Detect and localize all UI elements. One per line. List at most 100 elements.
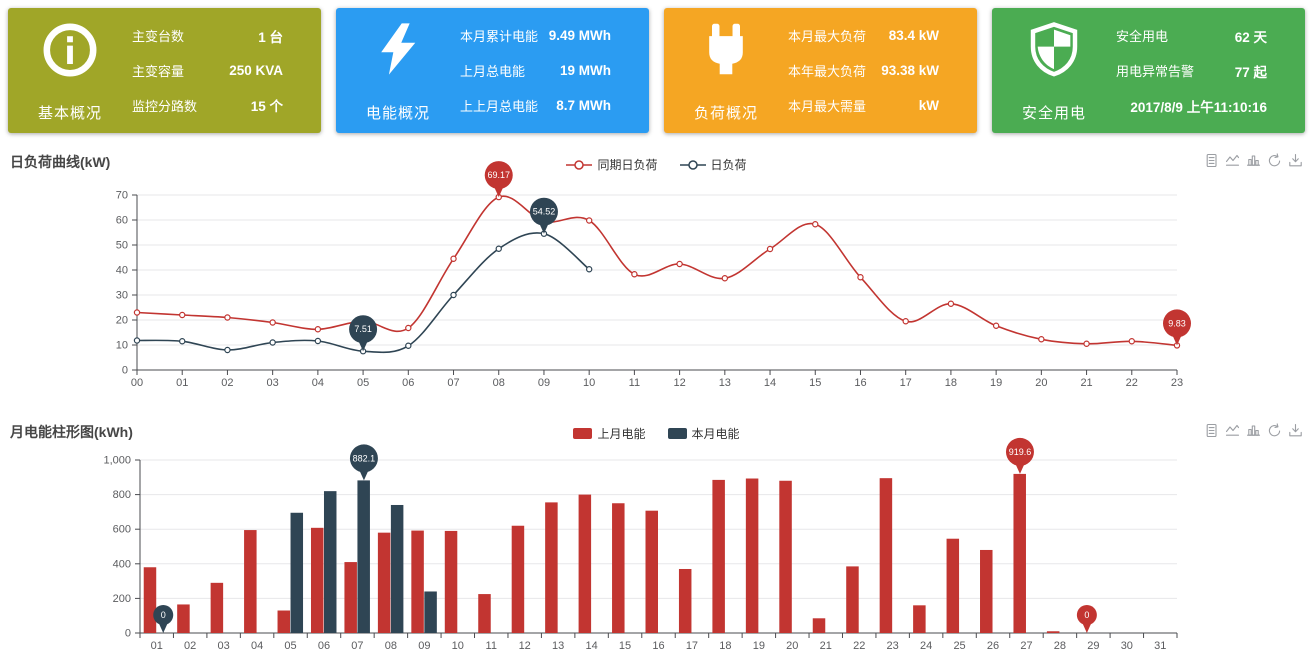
svg-text:03: 03 xyxy=(267,377,279,389)
save-image-icon[interactable] xyxy=(1288,153,1303,168)
stat-value: 83.4 kW xyxy=(888,28,939,43)
card-load-overview: 负荷概况 本月最大负荷 83.4 kW 本年最大负荷 93.38 kW 本月最大需量… xyxy=(664,8,977,133)
data-view-icon[interactable] xyxy=(1204,153,1219,168)
legend-line-marker xyxy=(566,159,593,170)
svg-text:13: 13 xyxy=(719,377,731,389)
svg-text:7.51: 7.51 xyxy=(354,324,372,334)
stat-label: 本月最大需量 xyxy=(788,99,867,114)
svg-text:50: 50 xyxy=(116,240,128,252)
bolt-icon xyxy=(370,21,426,82)
legend-label: 日负荷 xyxy=(710,158,747,172)
svg-text:22: 22 xyxy=(1126,377,1138,389)
shield-icon xyxy=(1026,21,1082,82)
svg-text:26: 26 xyxy=(987,640,999,652)
svg-text:800: 800 xyxy=(113,489,131,501)
legend-item[interactable]: 同期日负荷 xyxy=(566,156,658,173)
info-icon xyxy=(41,21,99,84)
svg-text:14: 14 xyxy=(764,377,776,389)
save-image-icon[interactable] xyxy=(1288,423,1303,438)
bar-switch-icon[interactable] xyxy=(1246,423,1261,438)
svg-text:19: 19 xyxy=(753,640,765,652)
svg-text:20: 20 xyxy=(116,315,128,327)
svg-text:16: 16 xyxy=(652,640,664,652)
restore-icon[interactable] xyxy=(1267,423,1282,438)
monthly-energy-chart-title: 月电能柱形图(kWh) xyxy=(10,424,133,440)
stat-label: 主变台数 xyxy=(132,29,185,45)
bar-series-0 xyxy=(143,473,1060,633)
svg-text:08: 08 xyxy=(385,640,397,652)
daily-load-line-chart[interactable]: 0 10 20 30 40 50 60 70 00 01 02 03 04 05 06 07 08 09 10 11 1… xyxy=(0,150,1313,405)
svg-text:08: 08 xyxy=(493,377,505,389)
svg-text:13: 13 xyxy=(552,640,564,652)
svg-text:12: 12 xyxy=(673,377,685,389)
svg-text:06: 06 xyxy=(402,377,414,389)
data-view-icon[interactable] xyxy=(1204,423,1219,438)
stat-value: 93.38 kW xyxy=(881,63,939,78)
bar-switch-icon[interactable] xyxy=(1246,153,1261,168)
svg-text:0: 0 xyxy=(125,628,131,640)
svg-text:23: 23 xyxy=(1171,377,1183,389)
svg-text:16: 16 xyxy=(854,377,866,389)
stat-label: 上上月总电能 xyxy=(460,99,539,114)
svg-text:05: 05 xyxy=(284,640,296,652)
restore-icon[interactable] xyxy=(1267,153,1282,168)
svg-text:69.17: 69.17 xyxy=(487,170,510,180)
card-basic-overview: 基本概况 主变台数 1 台 主变容量 250 KVA 监控分路数 15 个 xyxy=(8,8,321,133)
stat-value: 9.49 MWh xyxy=(548,28,611,43)
svg-text:28: 28 xyxy=(1054,640,1066,652)
svg-text:23: 23 xyxy=(887,640,899,652)
svg-text:07: 07 xyxy=(447,377,459,389)
markpoint: 0 xyxy=(1076,605,1097,633)
svg-text:12: 12 xyxy=(519,640,531,652)
svg-text:03: 03 xyxy=(218,640,230,652)
stat-label: 本月累计电能 xyxy=(460,29,539,44)
daily-load-legend: 同期日负荷 日负荷 xyxy=(0,156,1313,173)
card-title: 基本概况 xyxy=(37,105,102,122)
monthly-energy-legend: 上月电能 本月电能 xyxy=(0,425,1313,442)
markpoint: 54.52 xyxy=(529,197,558,234)
svg-text:09: 09 xyxy=(418,640,430,652)
svg-text:25: 25 xyxy=(953,640,965,652)
stat-label: 监控分路数 xyxy=(132,98,198,114)
stat-value: 62 天 xyxy=(1234,29,1267,45)
svg-text:21: 21 xyxy=(820,640,832,652)
legend-swatch xyxy=(667,428,687,439)
card-title: 电能概况 xyxy=(365,105,430,122)
markpoint: 919.6 xyxy=(1005,437,1034,474)
markpoint: 7.51 xyxy=(349,315,378,352)
svg-text:29: 29 xyxy=(1087,640,1099,652)
svg-text:200: 200 xyxy=(113,593,131,605)
card-energy-overview: 电能概况 本月累计电能 9.49 MWh 上月总电能 19 MWh 上上月总电能 8.… xyxy=(336,8,649,133)
legend-swatch xyxy=(573,428,593,439)
stat-label: 本月最大负荷 xyxy=(788,29,867,44)
legend-item[interactable]: 日负荷 xyxy=(679,156,747,173)
svg-text:40: 40 xyxy=(116,265,128,277)
svg-text:09: 09 xyxy=(538,377,550,389)
line-switch-icon[interactable] xyxy=(1225,153,1240,168)
markpoint: 69.17 xyxy=(484,161,513,198)
svg-text:11: 11 xyxy=(629,377,640,389)
legend-item[interactable]: 上月电能 xyxy=(573,425,646,442)
daily-load-toolbox xyxy=(1204,153,1303,168)
svg-text:00: 00 xyxy=(131,377,143,389)
svg-text:24: 24 xyxy=(920,640,932,652)
svg-text:04: 04 xyxy=(312,377,324,389)
svg-text:06: 06 xyxy=(318,640,330,652)
svg-text:20: 20 xyxy=(786,640,798,652)
bar-series-1 xyxy=(290,480,437,633)
svg-text:18: 18 xyxy=(719,640,731,652)
svg-text:30: 30 xyxy=(1121,640,1133,652)
markpoint: 9.83 xyxy=(1163,309,1191,346)
legend-item[interactable]: 本月电能 xyxy=(667,425,740,442)
svg-text:882.1: 882.1 xyxy=(353,453,376,463)
line-switch-icon[interactable] xyxy=(1225,423,1240,438)
summary-cards: 基本概况 主变台数 1 台 主变容量 250 KVA 监控分路数 15 个 电能概况 … xyxy=(0,0,1313,141)
stat-label: 本年最大负荷 xyxy=(788,64,867,79)
svg-text:02: 02 xyxy=(184,640,196,652)
stat-label: 主变容量 xyxy=(132,63,185,79)
svg-text:11: 11 xyxy=(486,640,497,652)
svg-text:400: 400 xyxy=(113,558,131,570)
legend-line-marker xyxy=(679,159,706,170)
svg-text:0: 0 xyxy=(161,610,166,620)
